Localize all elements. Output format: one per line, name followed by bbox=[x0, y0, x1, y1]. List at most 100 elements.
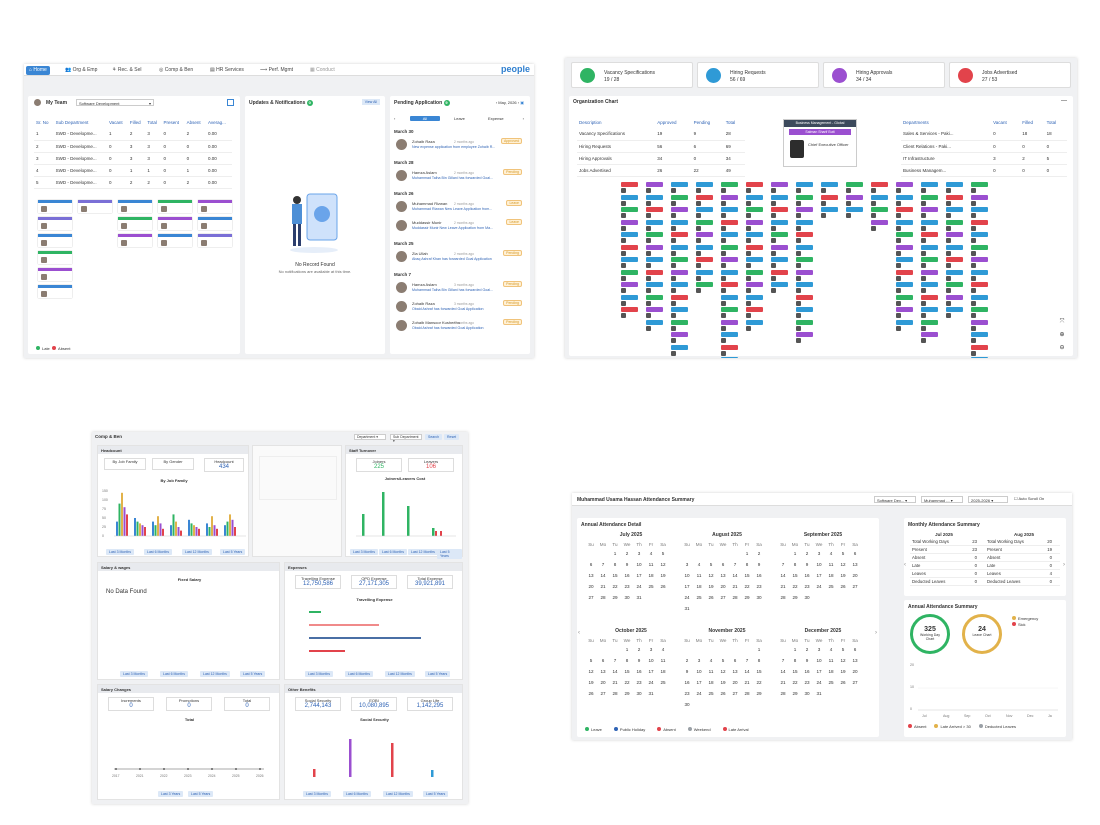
team-member-card[interactable] bbox=[158, 200, 192, 213]
day-cell[interactable]: 11 bbox=[648, 562, 654, 567]
day-cell[interactable]: 12 bbox=[840, 562, 846, 567]
org-node[interactable] bbox=[671, 194, 688, 206]
day-cell[interactable]: 10 bbox=[636, 562, 642, 567]
pending-item[interactable]: Zohaib Mansoor Kusheeha 3 months ago Pendi… bbox=[394, 319, 526, 335]
day-cell[interactable]: 1 bbox=[793, 551, 797, 556]
column-header[interactable]: Filled bbox=[1022, 119, 1034, 125]
org-node[interactable] bbox=[871, 194, 888, 206]
team-member-card[interactable] bbox=[38, 217, 72, 230]
day-cell[interactable]: 10 bbox=[816, 658, 822, 663]
day-cell[interactable]: 22 bbox=[612, 584, 618, 589]
org-node[interactable] bbox=[671, 332, 688, 343]
org-node[interactable] bbox=[621, 182, 638, 193]
day-cell[interactable]: 19 bbox=[720, 680, 726, 685]
day-cell[interactable]: 26 bbox=[840, 680, 846, 685]
column-header[interactable]: Description bbox=[579, 119, 602, 125]
org-node[interactable] bbox=[896, 182, 913, 193]
org-node[interactable] bbox=[796, 307, 813, 318]
day-cell[interactable]: 1 bbox=[613, 551, 617, 556]
tab-conduct[interactable]: ▦ Conduct bbox=[310, 67, 335, 73]
day-cell[interactable]: 6 bbox=[589, 562, 593, 567]
org-node[interactable] bbox=[771, 282, 788, 293]
org-node[interactable] bbox=[721, 232, 738, 243]
day-cell[interactable]: 11 bbox=[828, 562, 834, 567]
team-member-card[interactable] bbox=[158, 217, 192, 230]
day-cell[interactable]: 24 bbox=[648, 680, 654, 685]
org-node[interactable] bbox=[646, 269, 663, 281]
day-cell[interactable] bbox=[705, 603, 717, 614]
org-node[interactable] bbox=[921, 269, 938, 281]
day-cell[interactable]: 22 bbox=[792, 584, 798, 589]
org-node[interactable] bbox=[746, 294, 763, 306]
org-node[interactable] bbox=[971, 244, 988, 256]
day-cell[interactable]: 11 bbox=[660, 658, 666, 663]
tab-hr-services[interactable]: ▤ HR Services bbox=[210, 67, 244, 73]
org-node[interactable] bbox=[696, 232, 713, 243]
day-cell[interactable]: 16 bbox=[756, 573, 762, 578]
day-cell[interactable]: 27 bbox=[852, 680, 858, 685]
org-node[interactable] bbox=[771, 244, 788, 256]
day-cell[interactable] bbox=[693, 548, 705, 559]
day-cell[interactable] bbox=[657, 699, 669, 710]
day-cell[interactable]: 28 bbox=[744, 691, 750, 696]
day-cell[interactable] bbox=[849, 603, 861, 614]
org-node[interactable] bbox=[746, 257, 763, 268]
day-cell[interactable]: 21 bbox=[780, 584, 786, 589]
day-cell[interactable]: 5 bbox=[841, 551, 845, 556]
day-cell[interactable] bbox=[825, 603, 837, 614]
day-cell[interactable] bbox=[621, 603, 633, 614]
day-cell[interactable]: 10 bbox=[696, 669, 702, 674]
day-cell[interactable]: 2 bbox=[805, 551, 809, 556]
day-cell[interactable]: 30 bbox=[756, 595, 762, 600]
period-button[interactable]: Last 5 Years bbox=[437, 549, 462, 559]
day-cell[interactable]: 25 bbox=[708, 691, 714, 696]
column-header[interactable]: Approved bbox=[657, 119, 677, 125]
zoom-out-icon[interactable]: ⊖ bbox=[1059, 345, 1065, 351]
day-cell[interactable] bbox=[657, 603, 669, 614]
org-node[interactable] bbox=[971, 194, 988, 206]
day-cell[interactable]: 9 bbox=[637, 658, 641, 663]
period-button[interactable]: Last 6 Months bbox=[345, 671, 373, 677]
org-node[interactable] bbox=[696, 257, 713, 268]
period-button[interactable]: Last 6 Months bbox=[144, 549, 172, 555]
org-node[interactable] bbox=[746, 182, 763, 193]
day-cell[interactable]: 29 bbox=[792, 595, 798, 600]
day-cell[interactable] bbox=[729, 603, 741, 614]
org-node[interactable] bbox=[796, 294, 813, 306]
tab-rec-sel[interactable]: ⚘ Rec. & Sel bbox=[112, 67, 142, 73]
day-cell[interactable]: 6 bbox=[853, 551, 857, 556]
day-cell[interactable]: 5 bbox=[841, 647, 845, 652]
table-row[interactable]: Jobs Advertised 26 22 49 bbox=[577, 164, 745, 177]
org-node[interactable] bbox=[671, 282, 688, 293]
tab-perf-mgmt[interactable]: ⟿ Perf. Mgmt bbox=[260, 67, 294, 73]
prev-month-icon[interactable]: ‹ bbox=[578, 630, 580, 636]
org-node[interactable] bbox=[846, 194, 863, 206]
day-cell[interactable] bbox=[597, 548, 609, 559]
org-node[interactable] bbox=[896, 194, 913, 206]
day-cell[interactable] bbox=[705, 644, 717, 655]
org-node[interactable] bbox=[971, 182, 988, 193]
day-cell[interactable]: 20 bbox=[852, 669, 858, 674]
day-cell[interactable]: 5 bbox=[709, 562, 713, 567]
period-button[interactable]: Last 12 Months bbox=[200, 671, 230, 677]
day-cell[interactable] bbox=[693, 699, 705, 710]
year-select[interactable]: 2025-2026 ▾ bbox=[968, 496, 1008, 503]
day-cell[interactable]: 25 bbox=[828, 680, 834, 685]
org-node[interactable] bbox=[896, 207, 913, 218]
org-node[interactable] bbox=[946, 207, 963, 218]
day-cell[interactable]: 13 bbox=[852, 658, 858, 663]
prev-icon[interactable]: ‹ bbox=[394, 116, 396, 121]
org-node[interactable] bbox=[971, 319, 988, 331]
org-node[interactable] bbox=[871, 219, 888, 231]
day-cell[interactable]: 25 bbox=[660, 680, 666, 685]
day-cell[interactable]: 24 bbox=[684, 595, 690, 600]
day-cell[interactable]: 9 bbox=[625, 562, 629, 567]
org-node[interactable] bbox=[721, 244, 738, 256]
org-node[interactable] bbox=[946, 282, 963, 293]
day-cell[interactable]: 2 bbox=[685, 658, 689, 663]
day-cell[interactable]: 23 bbox=[804, 680, 810, 685]
org-root-node[interactable]: Business Management - Global Salman Shar… bbox=[783, 119, 857, 167]
day-cell[interactable]: 3 bbox=[649, 647, 653, 652]
period-button[interactable]: Last 5 Years bbox=[425, 671, 451, 677]
org-node[interactable] bbox=[746, 194, 763, 206]
